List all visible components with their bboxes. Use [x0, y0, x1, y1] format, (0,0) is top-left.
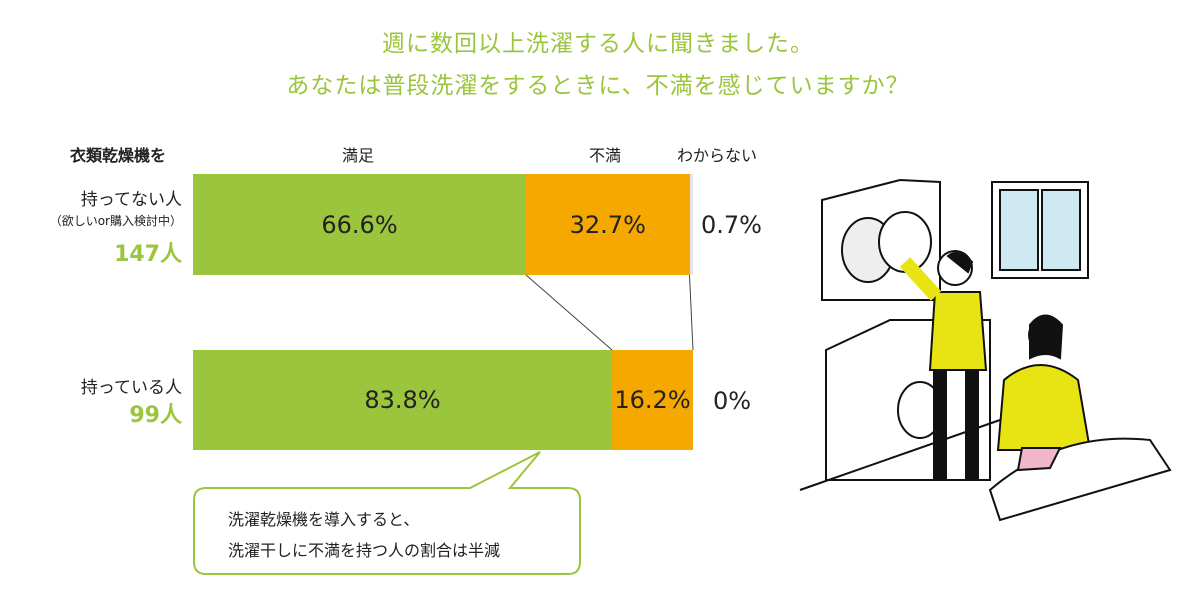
- bar-row1: 66.6% 32.7%: [193, 174, 693, 275]
- bar2-unknown-label: 0%: [713, 387, 752, 415]
- bar1-satisfied: 66.6%: [193, 174, 526, 275]
- row1-label: 持ってない人: [80, 190, 182, 210]
- callout-line1: 洗濯乾燥機を導入すると、: [228, 510, 420, 529]
- bar2-dissatisfied: 16.2%: [612, 350, 693, 450]
- bar1-unknown: [689, 174, 693, 275]
- bar2-dissatisfied-label: 16.2%: [614, 386, 691, 414]
- bar1-dissatisfied-label: 32.7%: [569, 210, 646, 239]
- chart-title-line2: あなたは普段洗濯をするときに、不満を感じていますか？: [286, 73, 910, 99]
- bar-row2: 83.8% 16.2%: [193, 350, 693, 450]
- row1-count: 147人: [114, 242, 182, 267]
- callout-bubble: [193, 451, 581, 575]
- chart-title-line1: 週に数回以上洗濯する人に聞きました。: [382, 31, 814, 57]
- row2-label: 持っている人: [80, 378, 182, 398]
- row2-count: 99人: [129, 403, 182, 428]
- bar1-unknown-label: 0.7%: [701, 211, 762, 239]
- legend-satisfied: 満足: [342, 146, 375, 165]
- row-header: 衣類乾燥機を: [70, 146, 167, 165]
- connector-line-left: [525, 274, 613, 351]
- callout-text: 洗濯乾燥機を導入すると、 洗濯干しに不満を持つ人の割合は半減: [228, 504, 500, 566]
- laundry-couple-illustration: [799, 178, 1172, 522]
- bar1-satisfied-label: 66.6%: [321, 210, 398, 239]
- bar2-satisfied-label: 83.8%: [364, 386, 441, 414]
- connector-line-right: [689, 274, 694, 351]
- row1-sublabel: （欲しいor購入検討中）: [49, 214, 182, 228]
- legend-dissatisfied: 不満: [589, 146, 622, 165]
- bar2-satisfied: 83.8%: [193, 350, 612, 450]
- bar1-dissatisfied: 32.7%: [526, 174, 690, 275]
- callout-line2: 洗濯干しに不満を持つ人の割合は半減: [228, 541, 501, 560]
- legend-unknown: わからない: [677, 146, 758, 165]
